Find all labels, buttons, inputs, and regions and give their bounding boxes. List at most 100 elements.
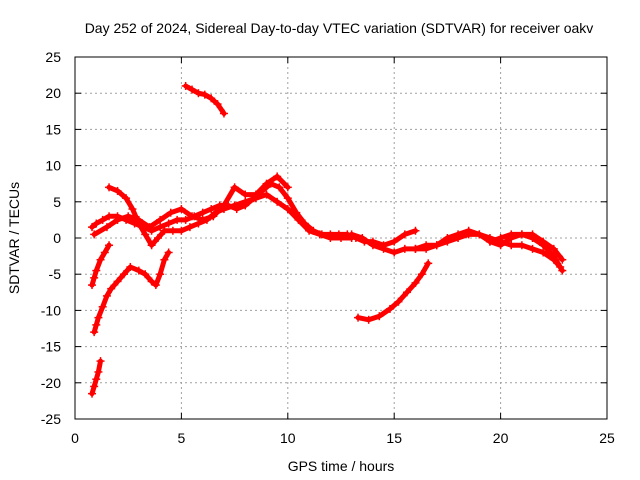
data-point bbox=[88, 223, 97, 232]
data-point bbox=[98, 215, 107, 224]
data-point bbox=[432, 241, 441, 250]
data-series bbox=[88, 81, 567, 398]
data-point bbox=[147, 241, 156, 250]
data-point bbox=[528, 244, 537, 253]
data-point bbox=[96, 357, 105, 366]
data-point bbox=[105, 241, 114, 250]
data-point bbox=[198, 208, 207, 217]
x-tick-label: 10 bbox=[280, 430, 296, 446]
data-point bbox=[113, 215, 122, 224]
y-tick-label: 10 bbox=[45, 158, 61, 174]
data-point bbox=[230, 201, 239, 210]
data-point bbox=[177, 226, 186, 235]
data-point bbox=[262, 179, 271, 188]
data-point bbox=[98, 302, 107, 311]
data-point bbox=[185, 223, 194, 232]
data-point bbox=[230, 183, 239, 192]
data-point bbox=[173, 215, 182, 224]
data-point bbox=[417, 270, 426, 279]
data-point bbox=[454, 230, 463, 239]
data-point bbox=[549, 252, 558, 261]
data-point bbox=[411, 226, 420, 235]
data-point bbox=[283, 183, 292, 192]
data-point bbox=[188, 85, 197, 94]
data-point bbox=[507, 241, 516, 250]
data-point bbox=[507, 230, 516, 239]
data-point bbox=[283, 194, 292, 203]
data-point bbox=[273, 197, 282, 206]
data-point bbox=[164, 248, 173, 257]
data-point bbox=[90, 328, 99, 337]
y-tick-label: -15 bbox=[41, 339, 61, 355]
data-point bbox=[166, 208, 175, 217]
data-point bbox=[119, 270, 128, 279]
data-point bbox=[219, 201, 228, 210]
data-point bbox=[213, 100, 222, 109]
data-point bbox=[194, 89, 203, 98]
data-point bbox=[102, 291, 111, 300]
data-point bbox=[294, 215, 303, 224]
data-point bbox=[275, 183, 284, 192]
data-point bbox=[88, 281, 97, 290]
data-point bbox=[262, 190, 271, 199]
data-point bbox=[128, 205, 137, 214]
data-point bbox=[443, 234, 452, 242]
series-line-arc-b bbox=[91, 250, 172, 335]
data-point bbox=[102, 223, 111, 232]
x-tick-label: 20 bbox=[493, 430, 509, 446]
x-tick-label: 5 bbox=[178, 430, 186, 446]
data-point bbox=[358, 234, 367, 242]
data-point bbox=[422, 241, 431, 250]
data-point bbox=[96, 255, 105, 264]
data-point bbox=[558, 255, 567, 264]
data-point bbox=[141, 230, 150, 239]
data-point bbox=[207, 94, 216, 103]
x-axis-label: GPS time / hours bbox=[288, 458, 395, 474]
data-point bbox=[390, 248, 399, 257]
data-point bbox=[151, 281, 160, 290]
data-point bbox=[464, 226, 473, 235]
y-axis-label: SDTVAR / TECUs bbox=[6, 182, 22, 294]
data-point bbox=[107, 284, 116, 293]
data-point bbox=[105, 183, 114, 192]
data-point bbox=[100, 248, 109, 257]
data-point bbox=[379, 244, 388, 253]
data-point bbox=[558, 266, 567, 275]
data-point bbox=[402, 288, 411, 297]
data-point bbox=[156, 215, 165, 224]
data-point bbox=[90, 273, 99, 282]
data-point bbox=[177, 205, 186, 214]
data-point bbox=[160, 226, 169, 235]
data-point bbox=[92, 219, 101, 228]
data-point bbox=[241, 190, 250, 199]
data-point bbox=[517, 230, 526, 239]
data-point bbox=[153, 234, 162, 242]
data-point bbox=[124, 212, 133, 221]
data-point bbox=[337, 234, 345, 242]
data-point bbox=[92, 266, 101, 275]
data-point bbox=[181, 81, 190, 90]
data-point bbox=[160, 255, 169, 264]
data-point bbox=[207, 205, 216, 214]
data-point bbox=[283, 205, 292, 214]
data-point bbox=[528, 234, 537, 242]
y-tick-label: 20 bbox=[45, 85, 61, 101]
y-tick-label: -20 bbox=[41, 375, 61, 391]
data-point bbox=[496, 241, 505, 250]
data-point bbox=[94, 367, 103, 376]
data-point bbox=[390, 237, 399, 246]
data-point bbox=[394, 297, 403, 306]
data-point bbox=[200, 90, 209, 99]
data-point bbox=[364, 315, 373, 324]
data-point bbox=[92, 375, 101, 384]
x-tick-label: 15 bbox=[386, 430, 402, 446]
data-point bbox=[315, 230, 324, 239]
data-point bbox=[92, 320, 101, 329]
data-point bbox=[156, 270, 165, 279]
data-point bbox=[496, 234, 505, 242]
data-point bbox=[385, 304, 394, 313]
data-point bbox=[134, 215, 143, 224]
data-point bbox=[209, 212, 218, 221]
data-point bbox=[424, 259, 433, 268]
